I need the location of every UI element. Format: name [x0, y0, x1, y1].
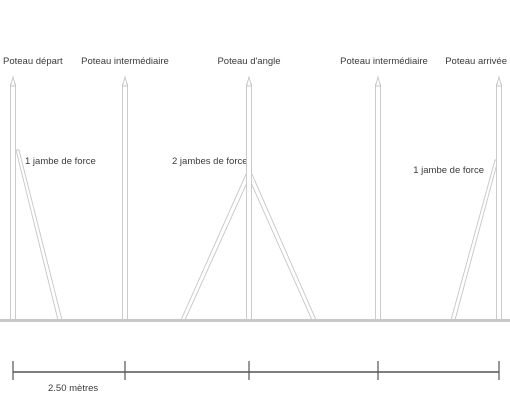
brace-start-strut: [15, 149, 63, 321]
post-label-intermediate-1: Poteau intermédiaire: [81, 56, 169, 67]
brace-label-start: 1 jambe de force: [25, 156, 96, 167]
scale-bar: [12, 361, 500, 380]
ground-line: [0, 319, 510, 322]
post-intermediate-2: [374, 75, 382, 321]
brace-label-corner: 2 jambes de forces: [172, 156, 253, 167]
post-start: [9, 75, 17, 321]
brace-label-end: 1 jambe de force: [413, 165, 484, 176]
post-label-corner: Poteau d'angle: [217, 56, 280, 67]
post-corner: [245, 75, 253, 321]
post-label-end: Poteau arrivée: [445, 56, 507, 67]
post-intermediate-1: [121, 75, 129, 321]
post-end: [495, 75, 503, 321]
brace-corner-strut-right: [247, 171, 317, 321]
brace-corner-strut-left: [180, 171, 251, 321]
brace-end-strut: [450, 159, 499, 321]
scale-label: 2.50 mètres: [48, 383, 98, 394]
post-label-start: Poteau départ: [3, 56, 63, 67]
post-label-intermediate-2: Poteau intermédiaire: [340, 56, 428, 67]
